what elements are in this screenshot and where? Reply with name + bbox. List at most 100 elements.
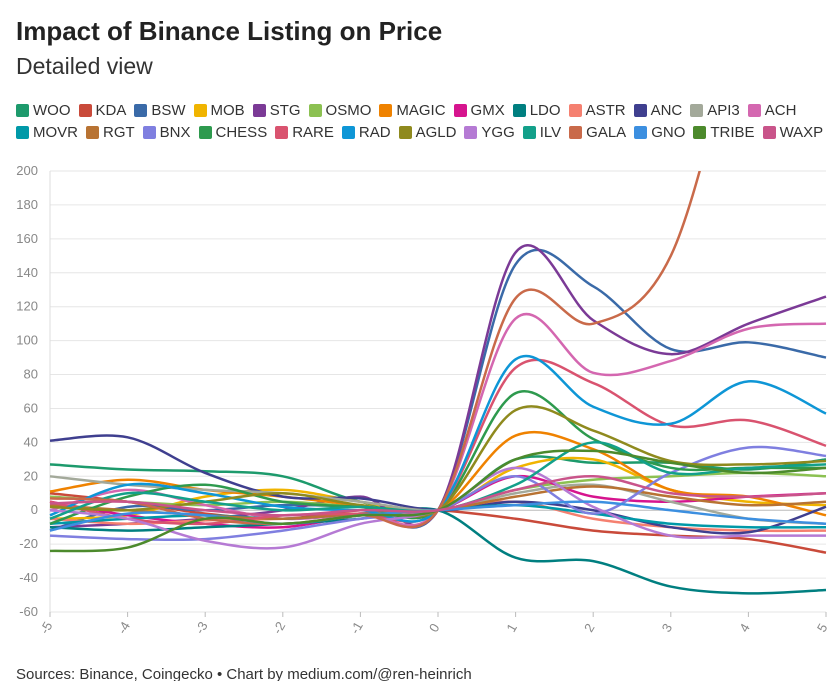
legend-swatch: [134, 103, 148, 117]
legend-swatch: [379, 103, 393, 117]
legend-item: MOB: [193, 101, 245, 119]
legend-swatch: [464, 125, 478, 139]
legend-label: GMX: [470, 101, 505, 119]
title: Impact of Binance Listing on Price: [16, 16, 443, 46]
y-tick-label: -60: [19, 604, 38, 619]
y-tick-label: 120: [16, 299, 38, 314]
legend-label: MAGIC: [396, 101, 446, 119]
x-tick-label: -5: [37, 619, 56, 637]
x-tick-label: 0: [426, 621, 443, 635]
legend-label: ILV: [539, 123, 562, 141]
legend-swatch: [634, 125, 648, 139]
legend-item: RARE: [275, 123, 334, 141]
y-tick-label: 180: [16, 197, 38, 212]
legend: WOO KDA BSW MOB STG OSMO MAGIC GMX LDO ASTR ANC API…: [16, 101, 826, 141]
legend-item: GNO: [634, 123, 685, 141]
legend-label: MOVR: [33, 123, 78, 141]
legend-item: ASTR: [568, 101, 626, 119]
y-tick-label: 80: [24, 367, 38, 382]
x-tick-label: 4: [736, 621, 753, 635]
legend-item: YGG: [464, 123, 515, 141]
legend-swatch: [78, 103, 92, 117]
y-tick-label: 140: [16, 265, 38, 280]
legend-item: BSW: [134, 101, 186, 119]
legend-item: STG: [252, 101, 301, 119]
legend-item: WOO: [16, 101, 71, 119]
legend-swatch: [275, 125, 289, 139]
y-tick-label: 40: [24, 434, 38, 449]
y-tick-label: 160: [16, 231, 38, 246]
legend-label: WOO: [33, 101, 71, 119]
legend-label: BSW: [151, 101, 186, 119]
legend-swatch: [252, 103, 266, 117]
subtitle: Detailed view: [16, 53, 153, 79]
legend-label: ACH: [764, 101, 797, 119]
legend-swatch: [512, 103, 526, 117]
x-tick-label: 5: [814, 621, 831, 635]
legend-item: BNX: [142, 123, 191, 141]
legend-item: GALA: [569, 123, 626, 141]
y-tick-label: 20: [24, 468, 38, 483]
series-line: [49, 171, 701, 529]
y-tick-label: 100: [16, 333, 38, 348]
legend-label: WAXP: [779, 123, 824, 141]
legend-swatch: [16, 103, 29, 117]
legend-label: CHESS: [215, 123, 268, 141]
legend-label: ANC: [650, 101, 683, 119]
y-tick-label: -20: [19, 536, 38, 551]
legend-label: STG: [269, 101, 301, 119]
legend-item: CHESS: [198, 123, 268, 141]
x-tick-label: -4: [114, 619, 133, 637]
source: Sources: Binance, Coingecko • Chart by m…: [16, 666, 472, 681]
x-tick-label: 2: [581, 621, 598, 635]
x-tick-label: -1: [347, 619, 366, 637]
legend-label: KDA: [95, 101, 127, 119]
legend-swatch: [308, 103, 322, 117]
y-tick-label: 60: [24, 400, 38, 415]
legend-item: AGLD: [398, 123, 457, 141]
legend-item: API3: [690, 101, 740, 119]
legend-label: AGLD: [415, 123, 457, 141]
legend-swatch: [633, 103, 647, 117]
legend-swatch: [568, 103, 582, 117]
legend-swatch: [762, 125, 776, 139]
x-tick-label: 1: [503, 621, 520, 635]
legend-swatch: [398, 125, 412, 139]
legend-item: RGT: [86, 123, 135, 141]
legend-label: LDO: [529, 101, 561, 119]
legend-swatch: [142, 125, 156, 139]
legend-swatch: [453, 103, 467, 117]
x-tick-label: 3: [659, 621, 676, 635]
legend-label: MOB: [210, 101, 245, 119]
legend-swatch: [690, 103, 704, 117]
legend-label: GNO: [651, 123, 686, 141]
legend-item: WAXP: [762, 123, 824, 141]
legend-swatch: [693, 125, 707, 139]
legend-item: MOVR: [16, 123, 78, 141]
legend-label: ASTR: [585, 101, 626, 119]
legend-item: MAGIC: [379, 101, 446, 119]
legend-label: RAD: [358, 123, 391, 141]
legend-item: ANC: [633, 101, 683, 119]
legend-item: KDA: [78, 101, 127, 119]
legend-label: RARE: [292, 123, 334, 141]
legend-item: OSMO: [308, 101, 372, 119]
legend-swatch: [522, 125, 536, 139]
legend-item: LDO: [512, 101, 561, 119]
legend-swatch: [86, 125, 99, 139]
legend-label: GALA: [586, 123, 627, 141]
legend-item: GMX: [453, 101, 505, 119]
legend-swatch: [341, 125, 355, 139]
y-tick-label: 200: [16, 163, 38, 178]
legend-swatch: [193, 103, 207, 117]
legend-swatch: [16, 125, 29, 139]
y-tick-label: 0: [31, 502, 38, 517]
legend-swatch: [569, 125, 583, 139]
legend-item: ILV: [522, 123, 562, 141]
legend-label: OSMO: [325, 101, 372, 119]
series-line: [49, 405, 827, 518]
legend-label: RGT: [103, 123, 135, 141]
legend-swatch: [747, 103, 761, 117]
